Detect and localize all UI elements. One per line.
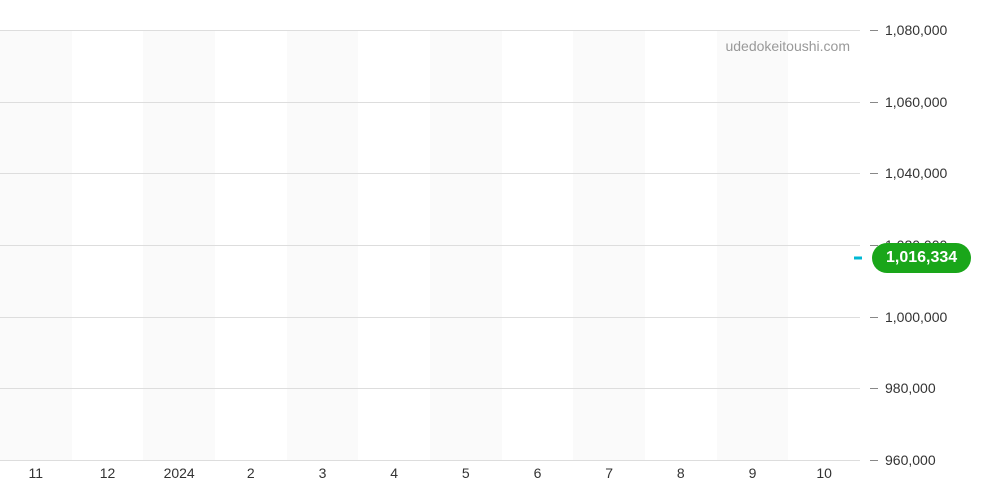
gridline (0, 388, 860, 389)
x-axis-label: 6 (534, 465, 542, 481)
plot-area (0, 30, 860, 460)
gridlines (0, 30, 860, 460)
y-tick (870, 460, 878, 461)
x-axis-label: 12 (100, 465, 116, 481)
x-axis-label: 2 (247, 465, 255, 481)
watermark: udedokeitoushi.com (725, 38, 850, 54)
price-chart: 960,000980,0001,000,0001,020,0001,040,00… (0, 0, 1000, 500)
y-axis-ticks (870, 30, 878, 460)
y-tick (870, 173, 878, 174)
value-badge: 1,016,334 (872, 243, 971, 273)
gridline (0, 102, 860, 103)
gridline (0, 30, 860, 31)
y-tick (870, 30, 878, 31)
x-axis-label: 11 (29, 465, 44, 481)
gridline (0, 173, 860, 174)
x-axis-label: 4 (390, 465, 398, 481)
x-axis-labels: 11 12 2024 2 3 4 5 6 7 8 9 10 (0, 465, 860, 495)
y-axis-label: 1,080,000 (885, 22, 947, 38)
y-axis-label: 1,060,000 (885, 94, 947, 110)
y-axis-label: 960,000 (885, 452, 936, 468)
x-axis-label: 8 (677, 465, 685, 481)
x-axis-label: 2024 (164, 465, 195, 481)
y-axis-label: 1,040,000 (885, 165, 947, 181)
y-tick (870, 388, 878, 389)
x-axis-label: 3 (319, 465, 327, 481)
y-axis-label: 980,000 (885, 380, 936, 396)
gridline (0, 245, 860, 246)
y-tick (870, 317, 878, 318)
x-axis-label: 7 (605, 465, 613, 481)
x-axis-label: 5 (462, 465, 470, 481)
data-marker (854, 257, 862, 260)
y-tick (870, 102, 878, 103)
gridline (0, 460, 860, 461)
y-axis-label: 1,000,000 (885, 309, 947, 325)
x-axis-label: 9 (749, 465, 757, 481)
x-axis-label: 10 (816, 465, 832, 481)
gridline (0, 317, 860, 318)
